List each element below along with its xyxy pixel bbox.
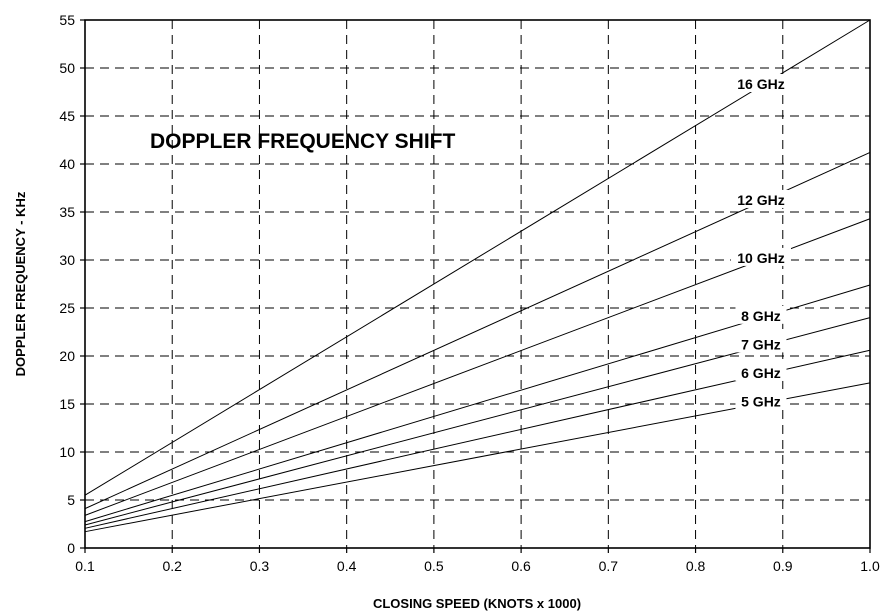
series-label-background xyxy=(735,391,787,410)
x-axis-title: CLOSING SPEED (KNOTS x 1000) xyxy=(373,596,581,611)
x-tick-label: 0.2 xyxy=(162,558,182,574)
y-tick-label: 30 xyxy=(59,252,75,268)
series-layer xyxy=(84,19,871,533)
x-tick-label: 0.8 xyxy=(686,558,706,574)
series-line xyxy=(84,152,871,510)
y-tick-label: 15 xyxy=(59,396,75,412)
series-label: 5 GHz xyxy=(741,394,781,410)
series-label: 6 GHz xyxy=(741,365,781,381)
series-label: 16 GHz xyxy=(737,76,784,92)
chart-title: DOPPLER FREQUENCY SHIFT xyxy=(150,130,455,153)
grid-layer xyxy=(85,20,870,548)
series-label-background xyxy=(730,189,791,208)
x-tick-label: 0.7 xyxy=(599,558,619,574)
series-label: 12 GHz xyxy=(737,192,784,208)
y-tick-label: 55 xyxy=(59,12,75,28)
series-label-background xyxy=(735,305,787,324)
series-label-background xyxy=(735,362,787,381)
series-label-background xyxy=(735,334,787,353)
series-label: 7 GHz xyxy=(741,336,781,352)
series-label-background xyxy=(730,74,791,92)
y-tick-label: 0 xyxy=(67,540,75,556)
y-tick-label: 50 xyxy=(59,60,75,76)
series-line xyxy=(84,284,871,523)
y-tick-label: 5 xyxy=(67,492,75,508)
series-line xyxy=(84,218,871,516)
series-label: 10 GHz xyxy=(737,250,784,266)
x-tick-label: 0.4 xyxy=(337,558,357,574)
y-axis-title: DOPPLER FREQUENCY - KHz xyxy=(13,191,28,376)
y-tick-label: 20 xyxy=(59,348,75,364)
series-label-layer: 16 GHz 12 GHz 10 GHz 8 GHz 7 GHz 6 GHz 5 GHz xyxy=(730,74,791,410)
series-label: 8 GHz xyxy=(741,308,781,324)
y-tick-label: 25 xyxy=(59,300,75,316)
tick-label-layer: 0.1 0.2 0.3 0.4 0.5 0.6 0.7 0.8 0.9 1.0 0 5 10 15 20 25… xyxy=(59,12,880,574)
y-tick-label: 35 xyxy=(59,204,75,220)
series-line xyxy=(84,19,871,496)
y-tick-label: 10 xyxy=(59,444,75,460)
y-tick-label: 40 xyxy=(59,156,75,172)
x-tick-label: 0.9 xyxy=(773,558,793,574)
series-label-background xyxy=(730,247,791,266)
x-tick-label: 0.5 xyxy=(424,558,444,574)
x-tick-label: 1.0 xyxy=(860,558,880,574)
x-tick-label: 0.1 xyxy=(75,558,95,574)
plot-frame xyxy=(84,19,871,549)
y-tick-label: 45 xyxy=(59,108,75,124)
x-tick-label: 0.3 xyxy=(250,558,270,574)
x-tick-label: 0.6 xyxy=(511,558,531,574)
